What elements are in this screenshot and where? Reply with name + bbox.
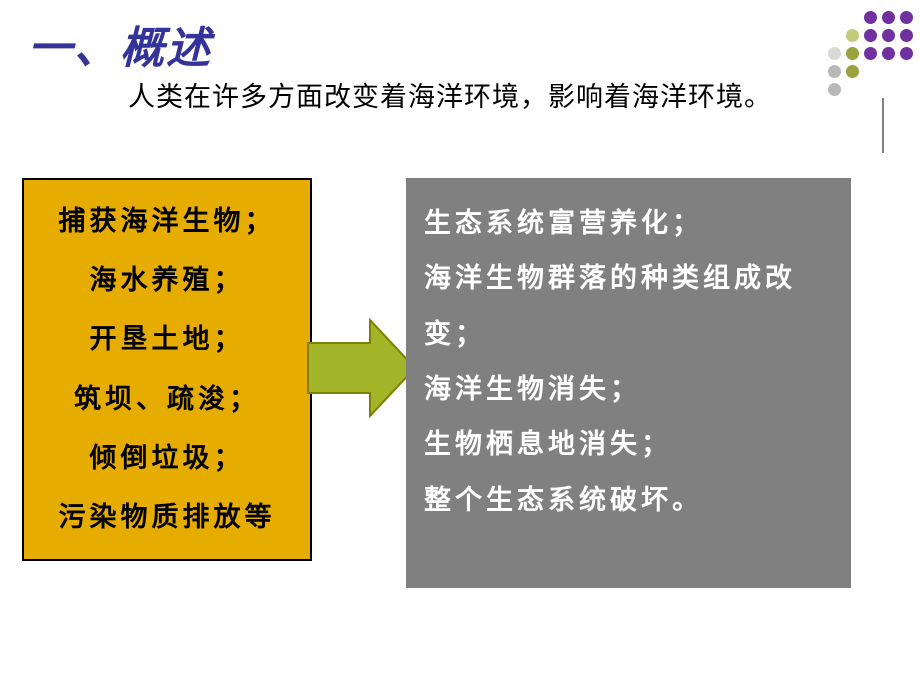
decoration-dot xyxy=(882,83,895,96)
decoration-dot xyxy=(900,65,913,78)
decoration-dot xyxy=(828,11,841,24)
decoration-dot xyxy=(864,65,877,78)
decoration-dot xyxy=(846,29,859,42)
corner-vertical-line xyxy=(882,98,884,153)
decoration-dot xyxy=(864,83,877,96)
decoration-dot xyxy=(828,83,841,96)
decoration-dot xyxy=(900,11,913,24)
decoration-dot xyxy=(882,29,895,42)
decoration-dot xyxy=(900,47,913,60)
page-title: 一、概述 xyxy=(28,12,212,76)
effects-text: 生态系统富营养化； 海洋生物群落的种类组成改变； 海洋生物消失； 生物栖息地消失… xyxy=(424,196,833,528)
decoration-dot xyxy=(864,47,877,60)
arrow-shape xyxy=(308,320,415,416)
decoration-dot xyxy=(882,11,895,24)
page-subtitle: 人类在许多方面改变着海洋环境，影响着海洋环境。 xyxy=(128,75,772,114)
corner-dot-decoration xyxy=(825,8,915,98)
decoration-dot xyxy=(846,65,859,78)
arrow-icon xyxy=(300,308,420,428)
cause-item: 捕获海洋生物； xyxy=(59,204,276,239)
cause-item: 倾倒垃圾； xyxy=(90,441,245,476)
decoration-dot xyxy=(828,47,841,60)
decoration-dot xyxy=(900,83,913,96)
effects-box: 生态系统富营养化； 海洋生物群落的种类组成改变； 海洋生物消失； 生物栖息地消失… xyxy=(406,178,851,588)
decoration-dot xyxy=(900,29,913,42)
decoration-dot xyxy=(864,29,877,42)
cause-item: 污染物质排放等 xyxy=(59,500,276,535)
decoration-dot xyxy=(882,65,895,78)
cause-item: 海水养殖； xyxy=(90,263,245,298)
decoration-dot xyxy=(846,11,859,24)
causes-box: 捕获海洋生物； 海水养殖； 开垦土地； 筑坝、疏浚； 倾倒垃圾； 污染物质排放等 xyxy=(22,178,312,561)
cause-item: 开垦土地； xyxy=(90,322,245,357)
decoration-dot xyxy=(828,29,841,42)
decoration-dot xyxy=(846,83,859,96)
decoration-dot xyxy=(882,47,895,60)
decoration-dot xyxy=(864,11,877,24)
decoration-dot xyxy=(828,65,841,78)
decoration-dot xyxy=(846,47,859,60)
cause-item: 筑坝、疏浚； xyxy=(74,382,260,417)
